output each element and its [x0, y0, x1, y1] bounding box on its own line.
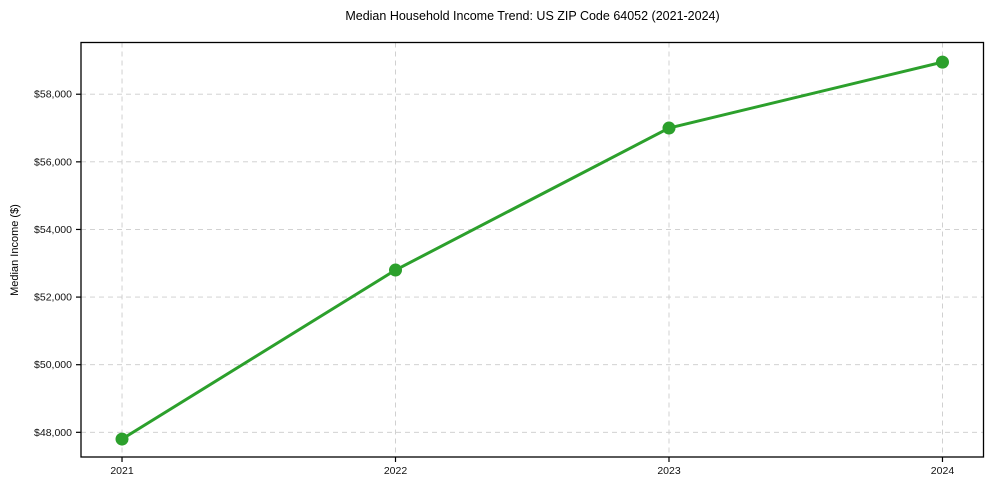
x-tick-label: 2021 — [110, 465, 134, 477]
data-point-marker — [662, 121, 676, 135]
data-point-marker — [115, 432, 129, 446]
y-tick-label: $56,000 — [34, 156, 72, 168]
x-tick-label: 2022 — [384, 465, 408, 477]
y-tick-label: $50,000 — [34, 359, 72, 371]
data-point-marker — [935, 55, 949, 69]
y-tick-label: $52,000 — [34, 292, 72, 304]
data-point-marker — [389, 263, 403, 277]
x-tick-label: 2024 — [931, 465, 955, 477]
chart-title: Median Household Income Trend: US ZIP Co… — [345, 9, 720, 23]
x-tick-label: 2023 — [657, 465, 681, 477]
y-tick-label: $54,000 — [34, 224, 72, 236]
y-tick-label: $58,000 — [34, 89, 72, 101]
trend-line — [120, 60, 944, 441]
plot-border — [80, 41, 985, 458]
y-tick-label: $48,000 — [34, 427, 72, 439]
